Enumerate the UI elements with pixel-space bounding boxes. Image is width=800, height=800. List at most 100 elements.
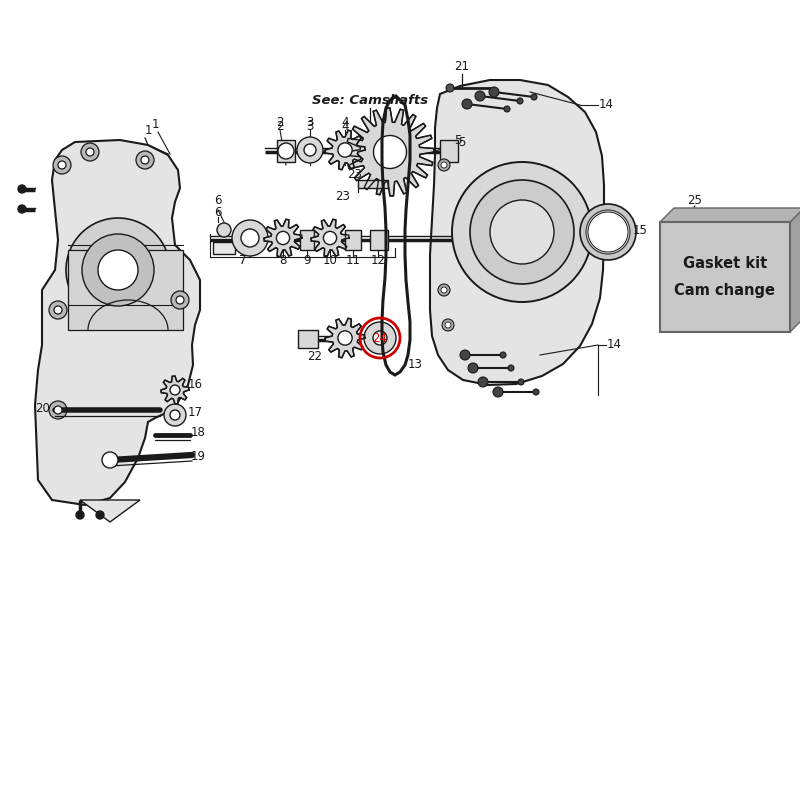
Text: Gasket kit: Gasket kit bbox=[683, 256, 767, 271]
Polygon shape bbox=[790, 208, 800, 332]
Polygon shape bbox=[660, 208, 800, 222]
Circle shape bbox=[170, 385, 180, 395]
Polygon shape bbox=[161, 376, 189, 404]
Text: 14: 14 bbox=[606, 338, 622, 351]
Circle shape bbox=[241, 229, 259, 247]
Text: 24: 24 bbox=[373, 331, 387, 345]
Circle shape bbox=[373, 331, 387, 345]
Text: 22: 22 bbox=[307, 350, 322, 363]
Circle shape bbox=[442, 319, 454, 331]
Circle shape bbox=[232, 220, 268, 256]
Text: 5: 5 bbox=[458, 135, 466, 149]
Text: 7: 7 bbox=[239, 254, 246, 266]
Circle shape bbox=[441, 162, 447, 168]
Text: 3: 3 bbox=[306, 121, 314, 134]
Circle shape bbox=[49, 401, 67, 419]
Circle shape bbox=[277, 231, 290, 245]
Text: 3: 3 bbox=[306, 115, 314, 129]
FancyBboxPatch shape bbox=[68, 250, 183, 330]
Circle shape bbox=[58, 161, 66, 169]
Text: 23: 23 bbox=[335, 190, 350, 202]
Polygon shape bbox=[311, 219, 349, 257]
Text: 2: 2 bbox=[276, 121, 284, 134]
Polygon shape bbox=[346, 108, 434, 196]
Text: 2: 2 bbox=[276, 115, 284, 129]
Text: 12: 12 bbox=[370, 254, 386, 266]
Polygon shape bbox=[325, 318, 365, 358]
Circle shape bbox=[586, 210, 630, 254]
Text: 4: 4 bbox=[342, 121, 349, 134]
Text: 19: 19 bbox=[190, 450, 206, 463]
Circle shape bbox=[438, 159, 450, 171]
Circle shape bbox=[54, 406, 62, 414]
FancyBboxPatch shape bbox=[440, 140, 458, 162]
Circle shape bbox=[141, 156, 149, 164]
Circle shape bbox=[490, 200, 554, 264]
Circle shape bbox=[297, 137, 323, 163]
Circle shape bbox=[460, 350, 470, 360]
Circle shape bbox=[54, 306, 62, 314]
Circle shape bbox=[323, 231, 337, 245]
Circle shape bbox=[508, 365, 514, 371]
Text: Cam change: Cam change bbox=[674, 282, 775, 298]
Circle shape bbox=[171, 291, 189, 309]
Text: 11: 11 bbox=[346, 254, 361, 266]
Circle shape bbox=[374, 135, 406, 169]
Polygon shape bbox=[35, 140, 200, 505]
Circle shape bbox=[518, 379, 524, 385]
Circle shape bbox=[176, 296, 184, 304]
Circle shape bbox=[441, 287, 447, 293]
FancyBboxPatch shape bbox=[298, 330, 318, 348]
FancyBboxPatch shape bbox=[660, 222, 790, 332]
Circle shape bbox=[478, 377, 488, 387]
Text: 15: 15 bbox=[633, 223, 647, 237]
Circle shape bbox=[446, 84, 454, 92]
Circle shape bbox=[531, 94, 537, 100]
Circle shape bbox=[76, 511, 84, 519]
Text: 25: 25 bbox=[687, 194, 702, 206]
Circle shape bbox=[338, 143, 352, 157]
Circle shape bbox=[475, 91, 485, 101]
Polygon shape bbox=[80, 500, 140, 522]
Text: 21: 21 bbox=[454, 59, 470, 73]
Circle shape bbox=[102, 452, 118, 468]
Text: 1: 1 bbox=[144, 123, 152, 137]
Text: 14: 14 bbox=[598, 98, 614, 111]
Circle shape bbox=[96, 511, 104, 519]
Circle shape bbox=[18, 185, 26, 193]
Text: 16: 16 bbox=[187, 378, 202, 391]
Circle shape bbox=[500, 352, 506, 358]
Circle shape bbox=[304, 144, 316, 156]
Circle shape bbox=[49, 301, 67, 319]
Text: 20: 20 bbox=[35, 402, 50, 414]
Text: 4: 4 bbox=[342, 115, 349, 129]
Text: 8: 8 bbox=[279, 254, 286, 266]
Circle shape bbox=[588, 212, 628, 252]
Text: 10: 10 bbox=[322, 254, 338, 266]
Circle shape bbox=[438, 284, 450, 296]
FancyBboxPatch shape bbox=[213, 242, 235, 254]
FancyBboxPatch shape bbox=[277, 140, 295, 162]
Polygon shape bbox=[325, 130, 365, 170]
Circle shape bbox=[18, 205, 26, 213]
Circle shape bbox=[504, 106, 510, 112]
Circle shape bbox=[462, 99, 472, 109]
Circle shape bbox=[590, 214, 626, 250]
Text: See: Camshafts: See: Camshafts bbox=[312, 94, 428, 106]
Circle shape bbox=[81, 143, 99, 161]
Circle shape bbox=[170, 410, 180, 420]
Text: 6: 6 bbox=[214, 194, 222, 206]
Circle shape bbox=[164, 404, 186, 426]
Circle shape bbox=[217, 223, 231, 237]
Circle shape bbox=[278, 143, 294, 159]
Circle shape bbox=[468, 363, 478, 373]
Circle shape bbox=[489, 87, 499, 97]
Circle shape bbox=[493, 387, 503, 397]
FancyBboxPatch shape bbox=[370, 230, 388, 250]
Circle shape bbox=[82, 234, 154, 306]
Circle shape bbox=[364, 322, 396, 354]
Circle shape bbox=[445, 322, 451, 328]
Circle shape bbox=[517, 98, 523, 104]
Polygon shape bbox=[430, 80, 604, 385]
Circle shape bbox=[533, 389, 539, 395]
